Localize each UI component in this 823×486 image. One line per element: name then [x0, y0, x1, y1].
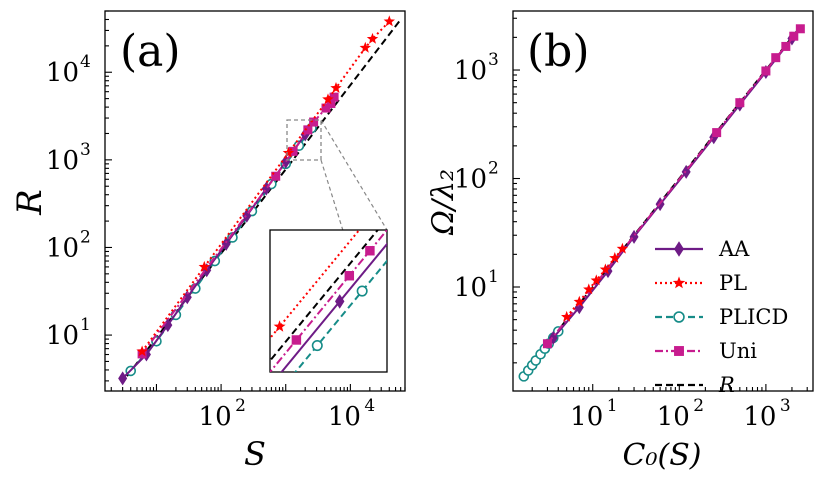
x-tick-label: 10 [199, 402, 232, 432]
inset-line-uni [270, 230, 387, 372]
data-point-uni [735, 98, 745, 108]
inset-point-uni [344, 271, 355, 281]
data-point-pl [198, 260, 210, 272]
data-point-uni [712, 128, 722, 138]
x-tick-exponent: 1 [607, 396, 618, 416]
x-tick-label: 10 [328, 402, 361, 432]
inset-point-uni [291, 335, 302, 345]
panel-a: 10 2 10 410 110 210 310 4 (a) S R [10, 10, 406, 473]
series-line-r [126, 18, 402, 377]
y-tick-exponent: 1 [80, 315, 91, 335]
y-tick-label: 10 [454, 56, 487, 86]
data-point-uni [781, 41, 791, 51]
legend-label-r: R [718, 373, 735, 397]
data-point-uni [542, 339, 552, 349]
legend-marker-pl [672, 276, 686, 289]
inset-line-pl [270, 230, 361, 340]
inset-connector-top [320, 119, 388, 231]
panel-b-ticks: 10 1 10 2 10 310 110 210 3 [454, 17, 808, 432]
data-point-pl [590, 274, 602, 286]
panel-b-ylabel: Ω/λ₂ [426, 169, 461, 236]
inset-line-aa [280, 242, 387, 372]
panel-a-axes-frame [104, 10, 406, 392]
y-tick-label: 10 [46, 146, 79, 176]
x-tick-label: 10 [570, 402, 603, 432]
x-tick-exponent: 3 [780, 396, 791, 416]
y-tick-exponent: 1 [488, 267, 499, 287]
y-tick-exponent: 2 [488, 159, 499, 179]
data-point-uni [303, 125, 313, 135]
panel-a-plot-area [118, 15, 402, 386]
inset-point-uni [365, 246, 375, 256]
x-tick-exponent: 4 [364, 396, 375, 416]
data-point-uni [321, 103, 331, 113]
legend-label-aa: AA [718, 237, 750, 261]
x-tick-label: 10 [743, 402, 776, 432]
data-point-pl [599, 263, 612, 275]
panel-b: 10 1 10 2 10 310 110 210 3 (b) C₀(S) Ω/λ₂ AAPLPL… [426, 10, 814, 473]
panel-a-ticks: 10 2 10 410 110 210 310 4 [46, 10, 406, 432]
y-tick-exponent: 3 [80, 140, 91, 160]
data-point-uni [789, 31, 799, 41]
data-point-uni [771, 53, 781, 63]
inset-line-r [270, 230, 380, 363]
data-point-pl [583, 283, 595, 295]
data-point-pl [282, 146, 295, 158]
data-point-pl [136, 345, 148, 357]
inset-point-pl [273, 320, 286, 332]
inset-point-plicd [311, 340, 323, 352]
data-point-pl [359, 41, 371, 53]
data-point-aa [629, 229, 639, 244]
legend-label-uni: Uni [719, 339, 757, 363]
y-tick-exponent: 2 [80, 227, 91, 247]
y-tick-label: 10 [454, 165, 487, 195]
data-point-pl [573, 295, 585, 307]
legend-marker-plicd [673, 311, 685, 323]
panel-a-label: (a) [120, 26, 181, 77]
inset-point-plicd [356, 285, 368, 297]
data-point-pl [322, 93, 334, 105]
legend: AA PL PLICD Uni R [655, 237, 788, 397]
inset-point-plicd [265, 398, 274, 407]
inset-zoom-region [286, 119, 322, 161]
panel-b-xlabel: C₀(S) [623, 438, 702, 473]
data-point-uni [795, 24, 805, 34]
data-point-uni [761, 66, 771, 76]
legend-label-pl: PL [719, 271, 747, 295]
data-point-pl [561, 310, 573, 322]
inset [265, 229, 388, 407]
data-point-uni [329, 92, 339, 102]
inset-point-aa [334, 294, 345, 309]
panel-b-axes-frame [512, 10, 814, 392]
panel-b-plot-area [518, 24, 805, 382]
x-tick-exponent: 2 [693, 396, 704, 416]
data-point-pl [616, 242, 629, 254]
data-point-aa [118, 371, 128, 386]
data-point-pl [609, 252, 621, 263]
y-tick-label: 10 [46, 321, 79, 351]
data-point-aa [221, 236, 231, 251]
data-point-pl [383, 15, 395, 27]
panel-b-label: (b) [527, 26, 590, 77]
legend-marker-aa [674, 241, 684, 257]
y-tick-exponent: 4 [80, 52, 91, 72]
y-tick-exponent: 3 [488, 50, 499, 70]
data-point-uni [271, 171, 281, 181]
inset-plot-area [265, 230, 387, 407]
y-tick-label: 10 [46, 58, 79, 88]
x-tick-label: 10 [657, 402, 690, 432]
panel-a-ylabel: R [10, 189, 50, 216]
data-point-uni [309, 117, 319, 127]
legend-marker-uni [674, 346, 684, 356]
data-point-pl [366, 32, 379, 44]
data-point-pl [330, 82, 342, 93]
panel-a-xlabel: S [244, 435, 266, 473]
x-tick-exponent: 2 [235, 396, 246, 416]
y-tick-label: 10 [46, 233, 79, 263]
inset-line-plicd [294, 259, 387, 372]
legend-label-plicd: PLICD [719, 305, 788, 329]
y-tick-label: 10 [454, 273, 487, 303]
